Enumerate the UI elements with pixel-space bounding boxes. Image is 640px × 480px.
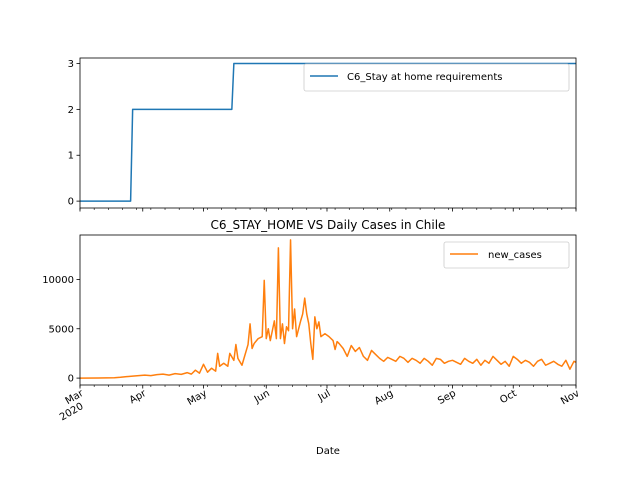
- chart-title: C6_STAY_HOME VS Daily Cases in Chile: [211, 218, 446, 232]
- y-tick-label: 0: [68, 374, 74, 385]
- y-tick-label: 3: [68, 59, 74, 70]
- top-series: [80, 62, 576, 202]
- top-legend: C6_Stay at home requirements: [303, 63, 570, 92]
- series-line: [79, 239, 577, 379]
- top-legend-box: [303, 63, 570, 92]
- y-tick-label: 5000: [49, 324, 74, 335]
- top-subplot: 0 1 2 3 C6_Stay at home requirements: [68, 57, 577, 212]
- top-legend-label: C6_Stay at home requirements: [347, 72, 503, 83]
- top-axes-frame: [79, 57, 577, 209]
- bottom-legend-label: new_cases: [488, 250, 542, 261]
- y-tick-label: 1: [68, 151, 74, 162]
- x-axis-label: Date: [316, 446, 340, 457]
- bottom-legend-box: [443, 241, 570, 269]
- y-tick-label: 10000: [42, 275, 74, 286]
- series-line: [80, 62, 576, 202]
- bottom-series: [79, 239, 577, 379]
- bottom-legend: new_cases: [443, 241, 570, 269]
- y-tick-label: 2: [68, 105, 74, 116]
- bottom-axes-frame: [79, 234, 577, 386]
- y-tick-label: 0: [68, 197, 74, 208]
